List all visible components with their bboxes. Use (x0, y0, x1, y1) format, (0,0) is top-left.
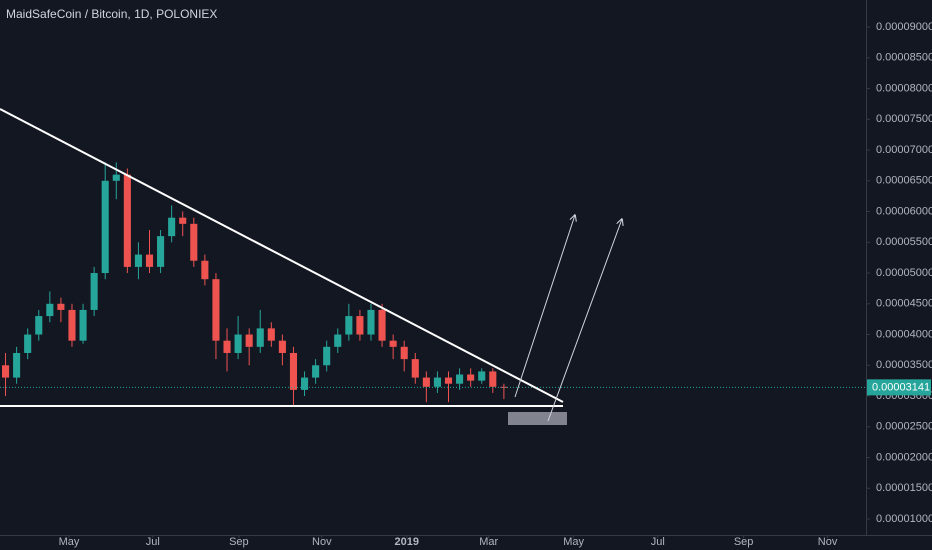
chart-title: MaidSafeCoin / Bitcoin, 1D, POLONIEX (6, 7, 217, 21)
arrow (514, 215, 575, 398)
y-tick-label: 0.00001000 (876, 513, 932, 525)
arrow (547, 219, 622, 422)
candle-body (323, 346, 331, 366)
y-tick-label: 0.00002500 (876, 421, 932, 433)
candle-body (378, 309, 386, 341)
candle-body (367, 309, 375, 335)
candle-body (101, 180, 109, 274)
y-tick-label: 0.00005000 (876, 267, 932, 279)
candle-body (112, 174, 120, 181)
y-tick-label: 0.00007500 (876, 113, 932, 125)
x-tick-label: Sep (229, 536, 249, 548)
candle-body (444, 377, 453, 384)
y-tick-label: 0.00001500 (876, 482, 932, 494)
y-tick-label: 0.00006500 (876, 175, 932, 187)
candle-body (134, 254, 142, 267)
candle-body (157, 236, 165, 267)
y-tick-label: 0.00003500 (876, 359, 932, 371)
candle-body (467, 374, 475, 381)
x-tick-label: Nov (312, 536, 332, 548)
candle-body (422, 377, 430, 387)
candle-body (90, 273, 98, 310)
x-tick-label: Nov (818, 536, 838, 548)
candle-body (179, 217, 187, 224)
trendline-top (0, 108, 564, 403)
candle-body (79, 309, 87, 341)
candle-body (389, 340, 397, 347)
candle-body (212, 279, 220, 341)
candle-body (145, 254, 154, 267)
candle-body (411, 359, 419, 378)
y-tick-label: 0.00002000 (876, 451, 932, 463)
candle-body (168, 217, 176, 237)
candle-body (1, 365, 10, 378)
x-tick-label: Mar (479, 536, 498, 548)
y-tick-label: 0.00006000 (876, 205, 932, 217)
candle-body (13, 352, 21, 378)
y-tick-label: 0.00007000 (876, 144, 932, 156)
candle-body (57, 303, 65, 310)
y-tick-label: 0.00005500 (876, 236, 932, 248)
x-tick-label: Sep (734, 536, 754, 548)
candle-body (400, 346, 408, 360)
candle-body (300, 377, 309, 390)
candle-body (345, 316, 353, 335)
candle-body (68, 309, 76, 341)
candle-body (478, 371, 486, 381)
candle-body (245, 334, 253, 347)
y-tick-label: 0.00004500 (876, 298, 932, 310)
x-tick-label: May (563, 536, 584, 548)
y-tick-label: 0.00009000 (876, 21, 932, 33)
candle-body (312, 365, 320, 378)
x-tick-label: May (59, 536, 80, 548)
candle-body (123, 174, 131, 267)
candle-body (46, 303, 54, 317)
x-tick-label: 2019 (395, 536, 419, 548)
candle-body (223, 340, 231, 353)
candle-body (278, 340, 286, 353)
marks (0, 162, 866, 406)
candle-body (190, 223, 198, 261)
candle-body (201, 260, 209, 280)
y-tick-label: 0.00008500 (876, 52, 932, 64)
x-tick-label: Jul (651, 536, 665, 548)
candle-body (35, 316, 43, 335)
y-tick-label: 0.00004000 (876, 328, 932, 340)
candle-body (256, 328, 264, 347)
last-price-label: 0.00003141 (872, 381, 930, 393)
candle-body (267, 328, 275, 341)
candle-body (234, 334, 242, 353)
candle-body (489, 371, 497, 387)
candle-body (334, 334, 342, 347)
candle-body (289, 352, 298, 390)
x-tick-label: Jul (146, 536, 160, 548)
candle-body (433, 377, 441, 387)
y-tick-label: 0.00008000 (876, 82, 932, 94)
target-box (508, 412, 567, 425)
candle-body (24, 334, 32, 353)
candle-body (500, 386, 508, 388)
last-price-box (867, 379, 931, 396)
candle-body (456, 374, 464, 384)
candle-body (356, 316, 364, 335)
